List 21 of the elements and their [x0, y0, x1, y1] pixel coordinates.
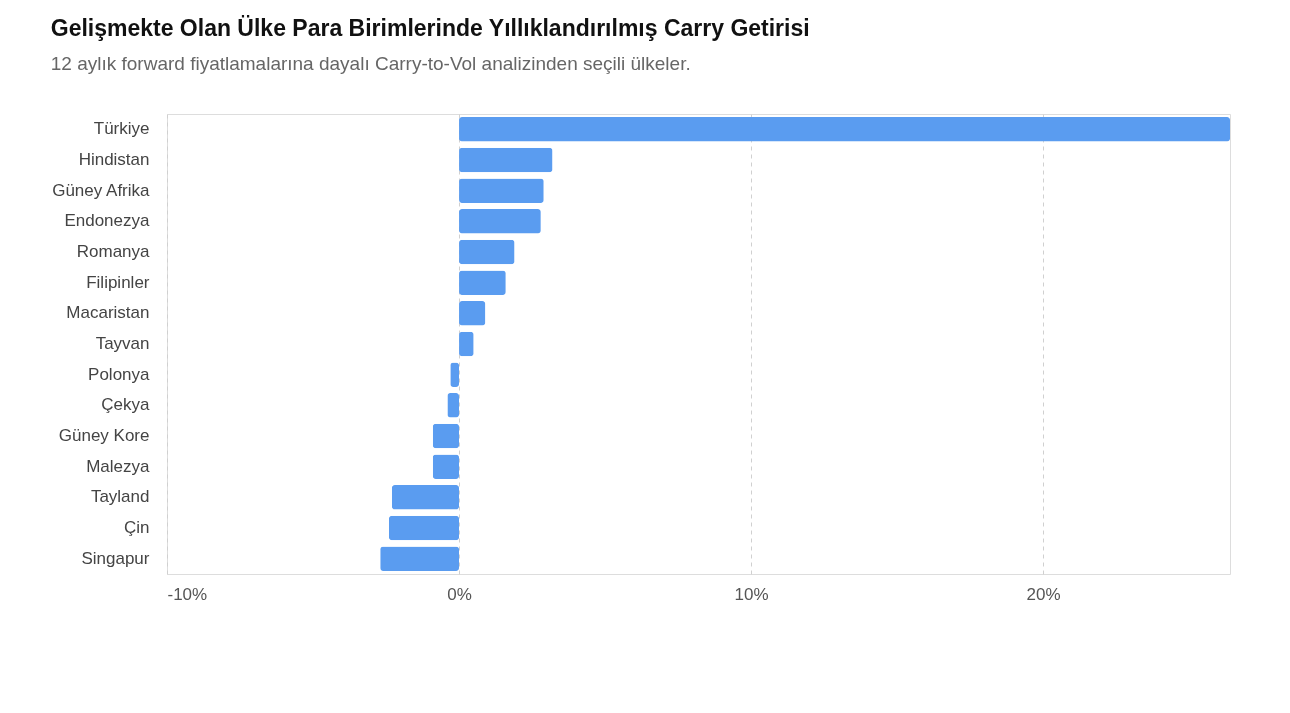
- y-tick-label: Macaristan: [66, 303, 150, 323]
- y-tick-label: Hindistan: [78, 150, 150, 169]
- y-tick-label: Güney Afrika: [52, 180, 151, 200]
- y-tick-label: Filipinler: [86, 272, 150, 292]
- y-tick-label: Tayland: [90, 487, 150, 507]
- y-tick-label: Çin: [123, 518, 150, 537]
- y-tick-label: Endonezya: [64, 211, 151, 231]
- chart-subtitle: 12 aylık forward fiyatlamalarına dayalı Carry-to-Vol analizinden seçili ülkeler.: [50, 53, 691, 74]
- x-tick-label: 0%: [447, 584, 472, 604]
- chart-title: Gelişmekte Olan Ülke Para Birimlerinde Yıllıklandırılmış Carry Getirisi: [50, 15, 810, 41]
- y-tick-label: Güney Kore: [58, 426, 150, 445]
- y-tick-label: Malezya: [86, 456, 151, 476]
- x-tick-label: 10%: [734, 584, 769, 604]
- x-tick-label: 20%: [1026, 584, 1061, 604]
- y-tick-label: Tayvan: [95, 334, 150, 353]
- y-tick-label: Romanya: [76, 242, 151, 261]
- y-tick-label: Polonya: [88, 364, 151, 384]
- y-tick-label: Singapur: [81, 548, 150, 568]
- y-tick-label: Türkiye: [93, 119, 150, 139]
- x-tick-label: -10%: [167, 584, 208, 604]
- y-tick-label: Çekya: [101, 395, 151, 415]
